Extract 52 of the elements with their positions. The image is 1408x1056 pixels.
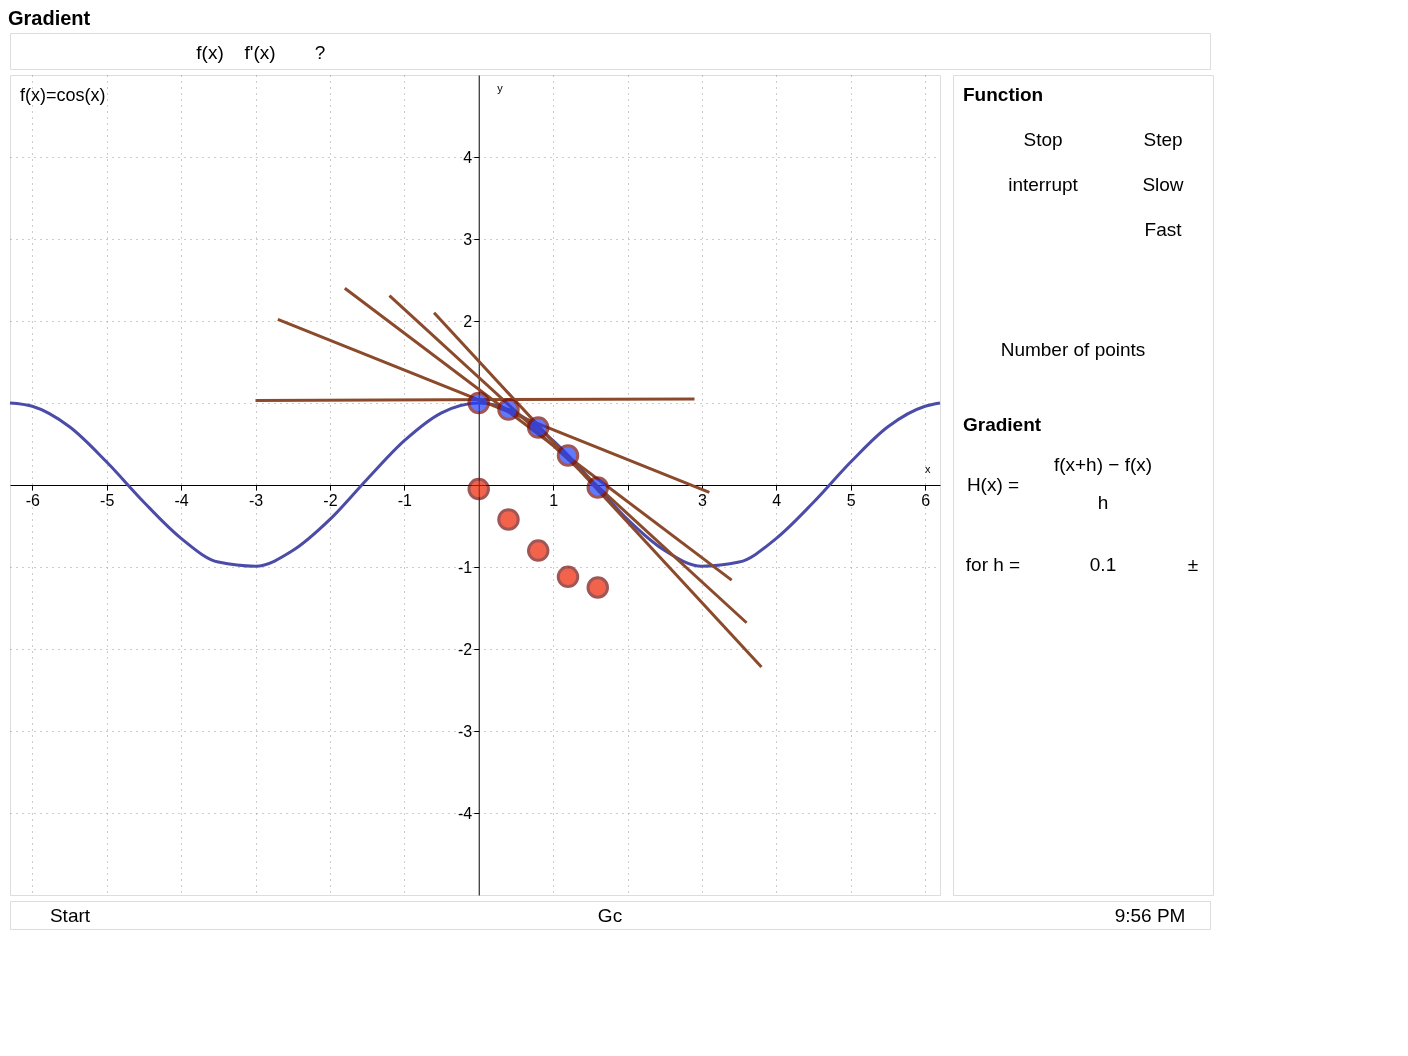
text: f'(x) (244, 42, 276, 63)
point (556, 565, 580, 589)
point (526, 539, 550, 562)
text: ± (1187, 554, 1199, 575)
point (467, 477, 490, 501)
y-axis-title: y (497, 81, 504, 94)
y-tick-label: -1 (457, 558, 473, 576)
text: f(x+h) − f(x) (1053, 454, 1153, 475)
point (586, 576, 610, 599)
point (467, 391, 490, 415)
point (556, 444, 580, 467)
y-tick-label: 2 (463, 312, 473, 330)
chart-title: Gradient (8, 6, 91, 29)
y-tick-label: -2 (457, 640, 473, 658)
text: interrupt (1008, 174, 1079, 195)
text: Step (1143, 129, 1183, 150)
text: Fast (1144, 219, 1183, 240)
text: f(x) (196, 42, 224, 63)
text: Gc (597, 905, 623, 926)
text: H(x) = (966, 474, 1020, 495)
x-tick-label: -6 (25, 491, 41, 509)
x-tick-label: 3 (697, 491, 707, 509)
point (586, 476, 610, 499)
y-tick-label: -4 (457, 804, 473, 822)
text: Function (963, 84, 1044, 105)
x-tick-label: -3 (248, 491, 264, 509)
text: Number of points (1000, 339, 1146, 360)
annotation: f(x)=cos(x) (20, 85, 106, 105)
x-tick-label: -5 (100, 491, 115, 509)
text: for h = (965, 554, 1021, 575)
x-tick-label: -2 (323, 491, 338, 509)
x-tick-label: 4 (772, 491, 782, 509)
point (497, 508, 520, 531)
text: Gradient (963, 414, 1042, 435)
x-axis-title: x (925, 462, 931, 475)
text: 9:56 PM (1114, 905, 1186, 926)
x-tick-label: -4 (174, 491, 189, 509)
point (497, 398, 520, 421)
x-tick-label: 1 (549, 491, 559, 509)
text: Slow (1142, 174, 1184, 195)
text: Start (49, 905, 91, 926)
x-tick-label: -1 (397, 491, 413, 509)
y-tick-label: -3 (457, 722, 473, 740)
x-tick-label: 5 (846, 491, 856, 509)
y-tick-label: 3 (463, 230, 473, 248)
text: 0.1 (1089, 554, 1117, 575)
y-tick-label: 4 (463, 148, 473, 166)
x-tick-label: 6 (921, 491, 931, 509)
text: ? (314, 42, 326, 63)
text: Stop (1023, 129, 1063, 150)
point (526, 416, 550, 439)
text: h (1097, 492, 1109, 513)
